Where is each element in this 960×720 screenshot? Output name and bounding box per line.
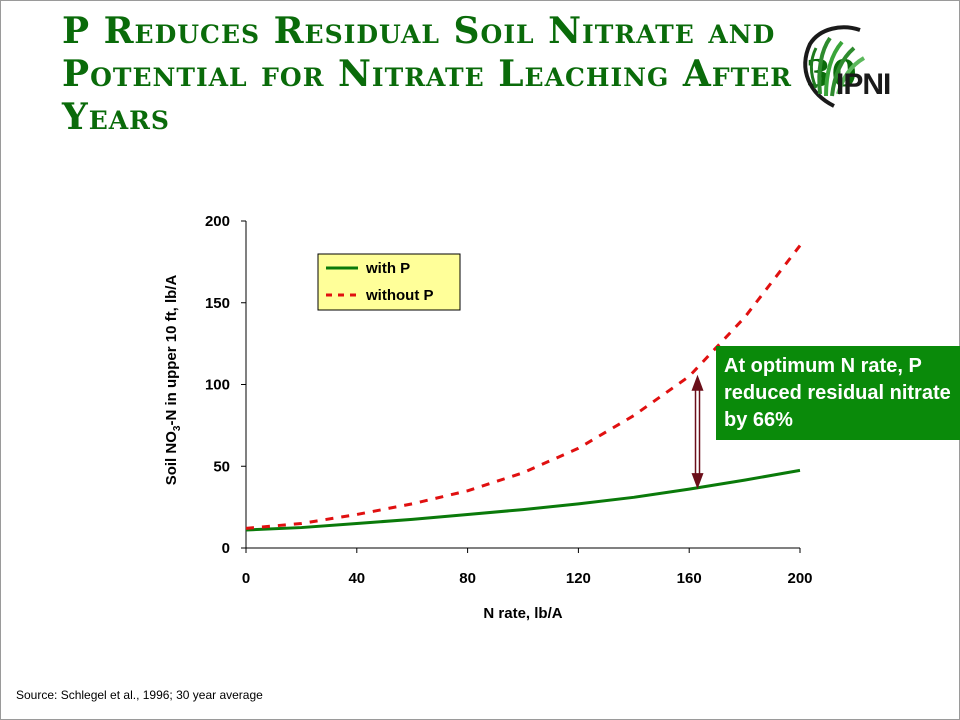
x-tick-label: 40	[348, 570, 365, 587]
y-tick-label: 50	[213, 458, 230, 475]
slide-title: P Reduces Residual Soil Nitrate and Pote…	[62, 10, 858, 138]
y-tick-label: 0	[222, 540, 230, 557]
source-note: Source: Schlegel et al., 1996; 30 year a…	[16, 688, 263, 702]
logo-text: IPNI	[836, 68, 891, 101]
y-axis-label: Soil NO3-N in upper 10 ft, lb/A	[163, 275, 183, 486]
x-tick-label: 80	[459, 570, 476, 587]
legend-label: without P	[365, 287, 434, 304]
legend-label: with P	[365, 260, 410, 277]
x-tick-label: 200	[787, 570, 812, 587]
x-axis-label: N rate, lb/A	[483, 605, 562, 622]
arrow-head-down-icon	[691, 473, 704, 490]
arrow-head-up-icon	[691, 374, 704, 391]
x-tick-label: 120	[566, 570, 591, 587]
y-tick-label: 150	[205, 295, 230, 312]
y-tick-label: 100	[205, 377, 230, 394]
x-tick-label: 0	[242, 570, 250, 587]
callout-box: At optimum N rate, P reduced residual ni…	[716, 346, 960, 440]
ipni-logo-icon	[803, 25, 866, 108]
series-without-p-line	[245, 244, 802, 530]
y-tick-label: 200	[205, 213, 230, 230]
x-tick-label: 160	[677, 570, 702, 587]
legend-box	[317, 253, 461, 311]
series-with-p-line	[245, 468, 801, 532]
